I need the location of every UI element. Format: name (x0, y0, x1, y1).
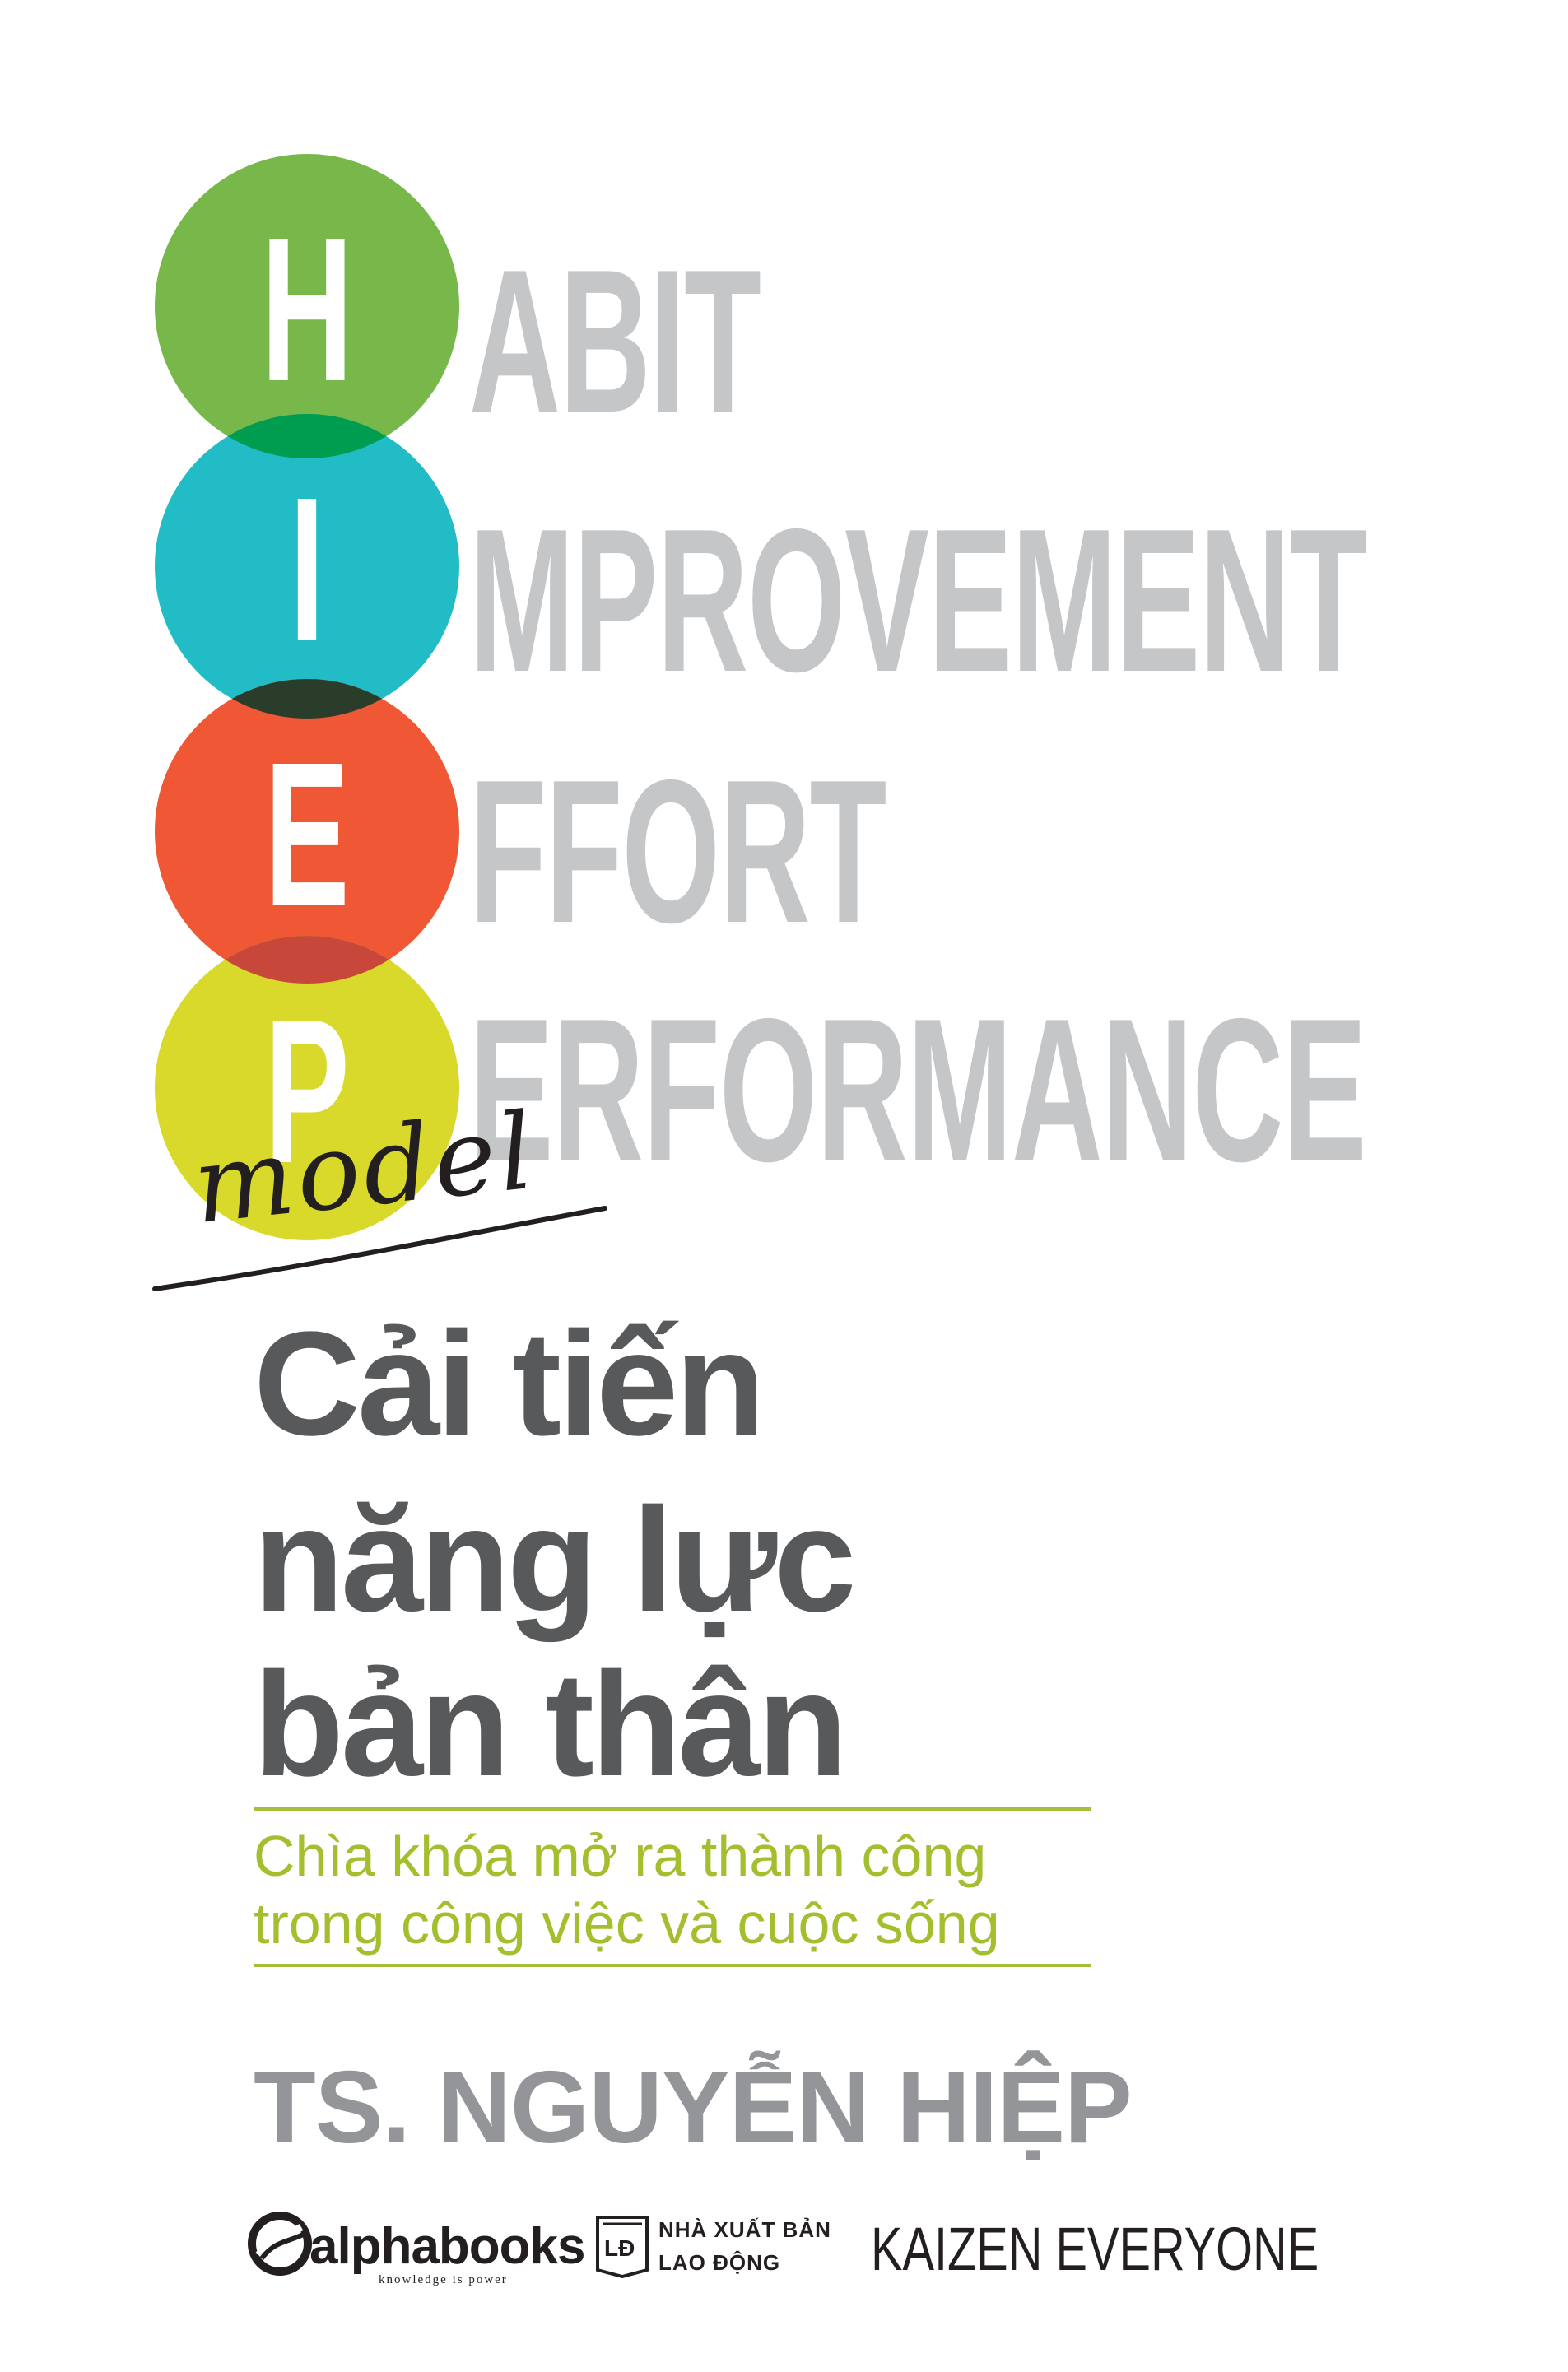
nxb-badge-text: LĐ (604, 2235, 635, 2261)
alphabooks-swirl-icon (248, 2212, 312, 2276)
letter-e: E (264, 720, 349, 950)
acronym-word-effort: FFORT (469, 737, 886, 965)
letter-p: P (264, 977, 349, 1207)
circle-e (155, 679, 459, 984)
letter-i: I (289, 455, 324, 685)
book-badge-icon (596, 2216, 649, 2278)
circle-p (155, 936, 459, 1240)
alphabooks-logo-text: alphabooks (309, 2218, 586, 2275)
subtitle-line-1: Chìa khóa mở ra thành công (254, 1824, 987, 1888)
acronym-word-performance: ERFORMANCE (469, 975, 1367, 1204)
letter-h: H (261, 195, 353, 425)
alphabooks-tagline: knowledge is power (379, 2273, 508, 2286)
circle-h (155, 154, 459, 458)
acronym-word-habit: ABIT (469, 226, 761, 455)
subtitle-rule-bottom (254, 1964, 1091, 1967)
circle-i (155, 414, 459, 719)
model-underline (152, 1206, 607, 1291)
nxb-line-1: NHÀ XUẤT BẢN (658, 2217, 831, 2242)
acronym-circles: H I E P (152, 154, 607, 1291)
title-line-3: bản thân (254, 1642, 848, 1807)
series-name: KAIZEN EVERYONE (871, 2215, 1319, 2283)
subtitle-line-2: trong công việc và cuộc sống (254, 1891, 1000, 1956)
author-name: TS. NGUYỄN HIỆP (254, 2051, 1133, 2165)
title-line-1: Cải tiến (254, 1301, 765, 1467)
subtitle-rule-top (254, 1807, 1091, 1811)
title-line-2: năng lực (254, 1477, 856, 1643)
nxb-line-2: LAO ĐỘNG (658, 2250, 781, 2275)
acronym-word-improvement: MPROVEMENT (469, 486, 1367, 714)
